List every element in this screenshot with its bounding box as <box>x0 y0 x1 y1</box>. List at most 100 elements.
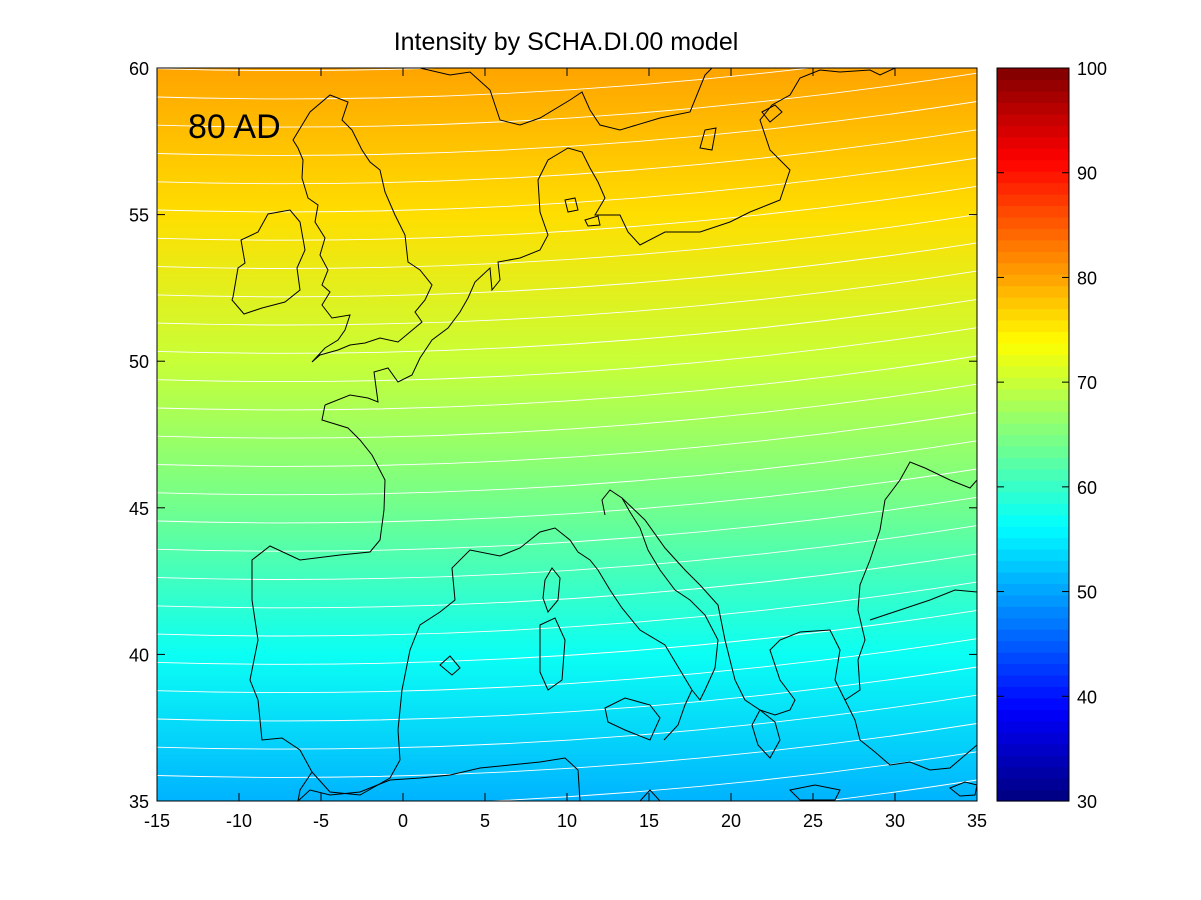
colorbar-tick-label: 30 <box>1077 792 1097 812</box>
colorbar-ticks: 30 40 50 60 70 80 90 100 <box>997 59 1107 812</box>
colorbar-block <box>997 778 1069 791</box>
colorbar-block <box>997 171 1069 184</box>
colorbar-block <box>997 239 1069 252</box>
colorbar-block <box>997 308 1069 321</box>
colorbar-block <box>997 90 1069 103</box>
coastline-black-sea <box>869 589 977 621</box>
colorbar-block <box>997 445 1069 459</box>
contour-line <box>157 68 813 100</box>
colorbar-block <box>997 297 1069 310</box>
colorbar-block <box>997 251 1069 264</box>
colorbar-block <box>997 617 1069 630</box>
x-tick-label: -5 <box>313 811 329 831</box>
x-tick-label: 30 <box>885 811 905 831</box>
coastline-denmark-island-2 <box>584 215 601 227</box>
x-tick-label: 15 <box>639 811 659 831</box>
colorbar-block <box>997 549 1069 562</box>
coastline-iberia <box>249 404 386 801</box>
coastline-north-africa <box>297 757 581 801</box>
x-tick-label: 10 <box>557 811 577 831</box>
contour-line <box>157 496 977 552</box>
coastline-balearics <box>439 655 461 676</box>
contour-line <box>157 214 977 269</box>
colorbar-block <box>997 732 1069 745</box>
y-tick-label: 55 <box>129 206 149 226</box>
colorbar-block <box>997 675 1069 688</box>
colorbar-block <box>997 571 1069 584</box>
colorbar-block <box>997 709 1069 722</box>
colorbar-block <box>997 583 1069 596</box>
contour-line <box>157 157 977 213</box>
colorbar-block <box>997 652 1069 665</box>
colorbar-block <box>997 434 1069 447</box>
colorbar-tick-label: 40 <box>1077 687 1097 707</box>
contour-line <box>157 468 977 524</box>
coastline-continent <box>324 68 896 406</box>
colorbar-block <box>997 491 1069 504</box>
contour-line <box>157 270 977 326</box>
colorbar: 30 40 50 60 70 80 90 100 <box>996 59 1107 812</box>
colorbar-block <box>997 331 1069 344</box>
colorbar-block <box>997 629 1069 642</box>
coastline-italy <box>597 489 719 701</box>
colorbar-block <box>997 102 1069 115</box>
coastline-great-britain <box>292 94 433 363</box>
coastline-corsica <box>542 567 561 613</box>
x-tick-label: 35 <box>967 811 987 831</box>
coastline-balkans <box>621 461 977 716</box>
coastline-sicily <box>604 697 661 741</box>
colorbar-block <box>997 193 1069 207</box>
colorbar-block <box>997 560 1069 573</box>
colorbar-tick-label: 60 <box>1077 478 1097 498</box>
colorbar-block <box>997 285 1069 298</box>
coastline-oland <box>761 104 783 123</box>
colorbar-block <box>997 720 1069 733</box>
coastline-italy-south <box>663 689 693 741</box>
coastline-cyprus <box>949 781 977 797</box>
colorbar-block <box>997 79 1069 92</box>
coastline-north-africa-east <box>639 789 661 801</box>
contour-line <box>157 72 977 128</box>
intensity-field <box>157 68 977 801</box>
colorbar-block <box>997 148 1069 161</box>
coastline-scandinavia <box>419 68 713 131</box>
colorbar-block <box>997 113 1069 126</box>
x-tick-label: -15 <box>144 811 170 831</box>
coastline-sardinia <box>539 617 566 691</box>
x-axis: -15 -10 -5 0 5 10 15 20 25 30 35 <box>144 68 987 831</box>
colorbar-block <box>997 697 1069 710</box>
coastline-crete <box>788 784 841 801</box>
coastlines <box>231 68 977 801</box>
colorbar-block <box>997 537 1069 550</box>
colorbar-tick-label: 100 <box>1077 59 1107 79</box>
colorbar-block <box>997 503 1069 516</box>
colorbar-block <box>997 159 1069 172</box>
x-tick-label: -10 <box>226 811 252 831</box>
chart-title: Intensity by SCHA.DI.00 model <box>394 28 739 56</box>
y-tick-label: 50 <box>129 352 149 372</box>
map-panel: 80 AD -15 -10 -5 0 5 10 15 20 25 30 35 35 40 45 50 55 6… <box>129 59 987 831</box>
x-tick-label: 20 <box>721 811 741 831</box>
x-tick-label: 5 <box>480 811 490 831</box>
contour-line <box>157 298 977 354</box>
colorbar-block <box>997 216 1069 229</box>
contour-line <box>157 383 977 439</box>
colorbar-block <box>997 411 1069 424</box>
colorbar-border <box>996 67 1070 802</box>
contour-line <box>157 553 977 609</box>
colorbar-block <box>997 594 1069 607</box>
colorbar-block <box>997 686 1069 699</box>
colorbar-block <box>997 468 1069 481</box>
contour-line <box>157 185 977 241</box>
colorbar-tick-label: 90 <box>1077 164 1097 184</box>
colorbar-block <box>997 377 1069 390</box>
contour-line <box>822 779 977 801</box>
colorbar-block <box>997 423 1069 436</box>
colorbar-block <box>997 262 1069 275</box>
colorbar-block <box>997 480 1069 493</box>
contour-line <box>157 355 977 411</box>
contour-line <box>157 723 977 778</box>
colorbar-block <box>997 125 1069 138</box>
y-tick-label: 45 <box>129 499 149 519</box>
